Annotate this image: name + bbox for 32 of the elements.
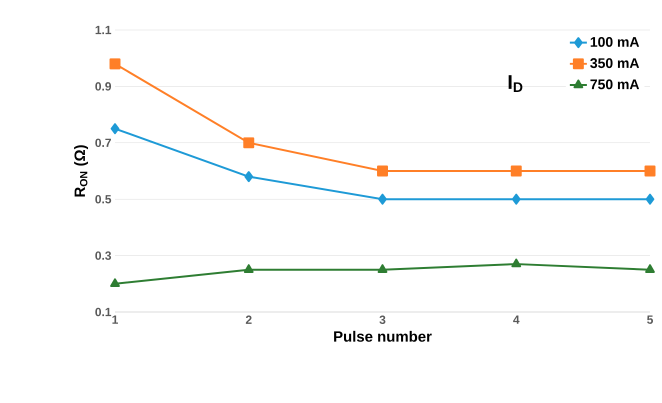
point (110, 58, 120, 70)
point (646, 194, 654, 205)
legend-title: I$_{D}$ (508, 75, 522, 92)
x-tick-label: 2 (246, 316, 252, 324)
y-axis-title: R$_{ON}$ (Ω) (74, 145, 88, 197)
x-tick-label: 5 (647, 316, 653, 324)
x-tick-label: 4 (513, 316, 520, 324)
y-tick-label: 0.7 (95, 138, 111, 148)
point (244, 171, 254, 182)
legend-label: 100 mA (590, 36, 640, 47)
point (243, 137, 254, 148)
point (378, 194, 387, 205)
point (512, 194, 521, 205)
y-tick-label: 1.1 (96, 26, 112, 34)
point (110, 123, 120, 134)
point (378, 264, 388, 273)
point (110, 278, 120, 288)
point (510, 166, 522, 176)
x-tick-label: 1 (112, 316, 118, 324)
legend-label: 750 mA (590, 79, 640, 90)
y-tick-label: 0.3 (95, 251, 112, 260)
point (644, 166, 656, 176)
point (511, 258, 522, 268)
legend-label: 350 mA (590, 58, 640, 68)
point (377, 166, 388, 176)
y-tick-label: 0.9 (95, 82, 112, 91)
y-tick-label: 0.5 (95, 194, 112, 204)
y-tick-label: 0.1 (95, 308, 112, 316)
x-axis-title: Pulse number (334, 330, 432, 342)
point (645, 264, 655, 273)
x-tick-label: 3 (379, 316, 386, 324)
point (244, 264, 254, 273)
